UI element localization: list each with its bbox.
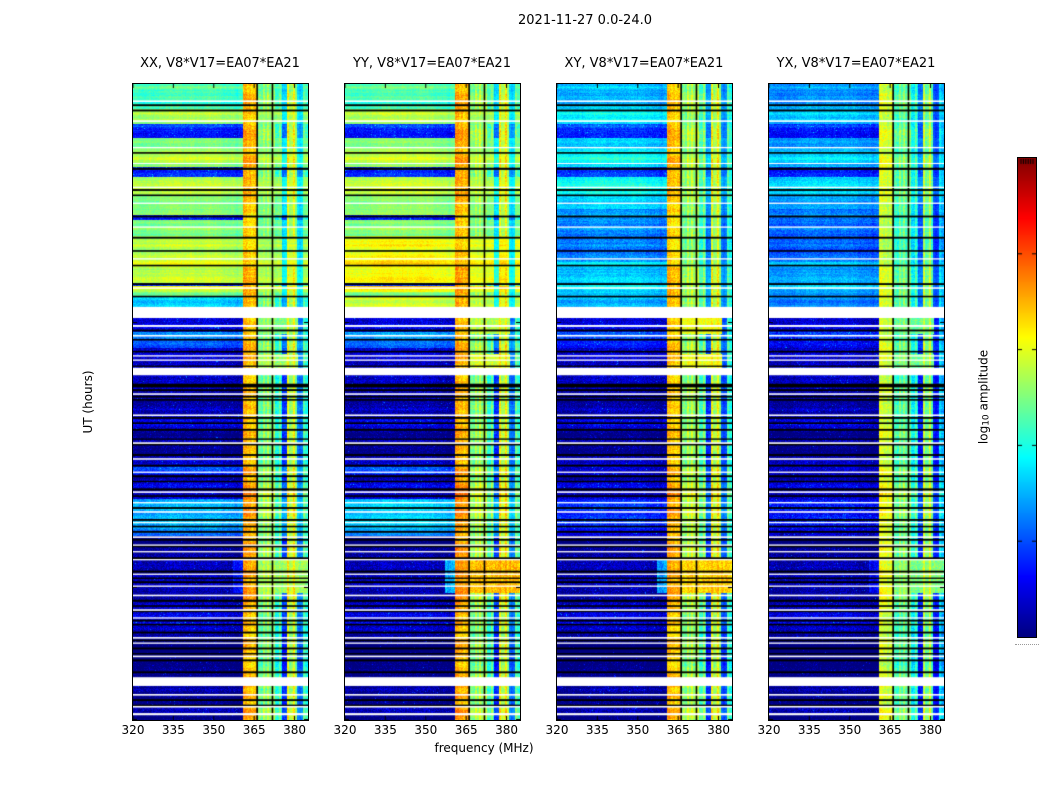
panel-title-yx: YX, V8*V17=EA07*EA21 [776,56,936,71]
y-axis-label: UT (hours) [81,370,95,434]
colorbar-label: log10 amplitude [976,349,992,445]
x-tick-label: 335 [585,723,609,737]
x-tick-label: 335 [161,723,185,737]
x-tick-label: 380 [707,723,730,737]
x-tick-label: 380 [919,723,942,737]
x-tick-label: 335 [373,723,397,737]
x-tick-label: 380 [495,723,518,737]
colorbar-end-dots [1015,644,1039,645]
x-tick-label: 320 [545,723,569,737]
heatmap-panel-xx [132,83,309,721]
x-tick-label: 380 [283,723,306,737]
x-tick-label: 320 [333,723,357,737]
x-axis-label: frequency (MHz) [434,741,534,755]
heatmap-panel-xy [556,83,733,721]
panel-title-xx: XX, V8*V17=EA07*EA21 [140,56,300,71]
x-tick-label: 365 [878,723,902,737]
x-tick-label: 350 [414,723,438,737]
x-tick-label: 365 [666,723,690,737]
x-tick-label: 320 [757,723,781,737]
panel-title-xy: XY, V8*V17=EA07*EA21 [564,56,724,71]
figure-title: 2021-11-27 0.0-24.0 [518,13,652,28]
heatmap-panel-yx [768,83,945,721]
x-tick-label: 350 [202,723,226,737]
x-tick-label: 350 [626,723,650,737]
x-tick-label: 320 [121,723,145,737]
panel-title-yy: YY, V8*V17=EA07*EA21 [353,56,511,71]
x-tick-label: 365 [454,723,478,737]
x-tick-label: 350 [838,723,862,737]
heatmap-panel-yy [344,83,521,721]
colorbar [1017,157,1037,638]
x-tick-label: 365 [242,723,266,737]
x-tick-label: 335 [797,723,821,737]
